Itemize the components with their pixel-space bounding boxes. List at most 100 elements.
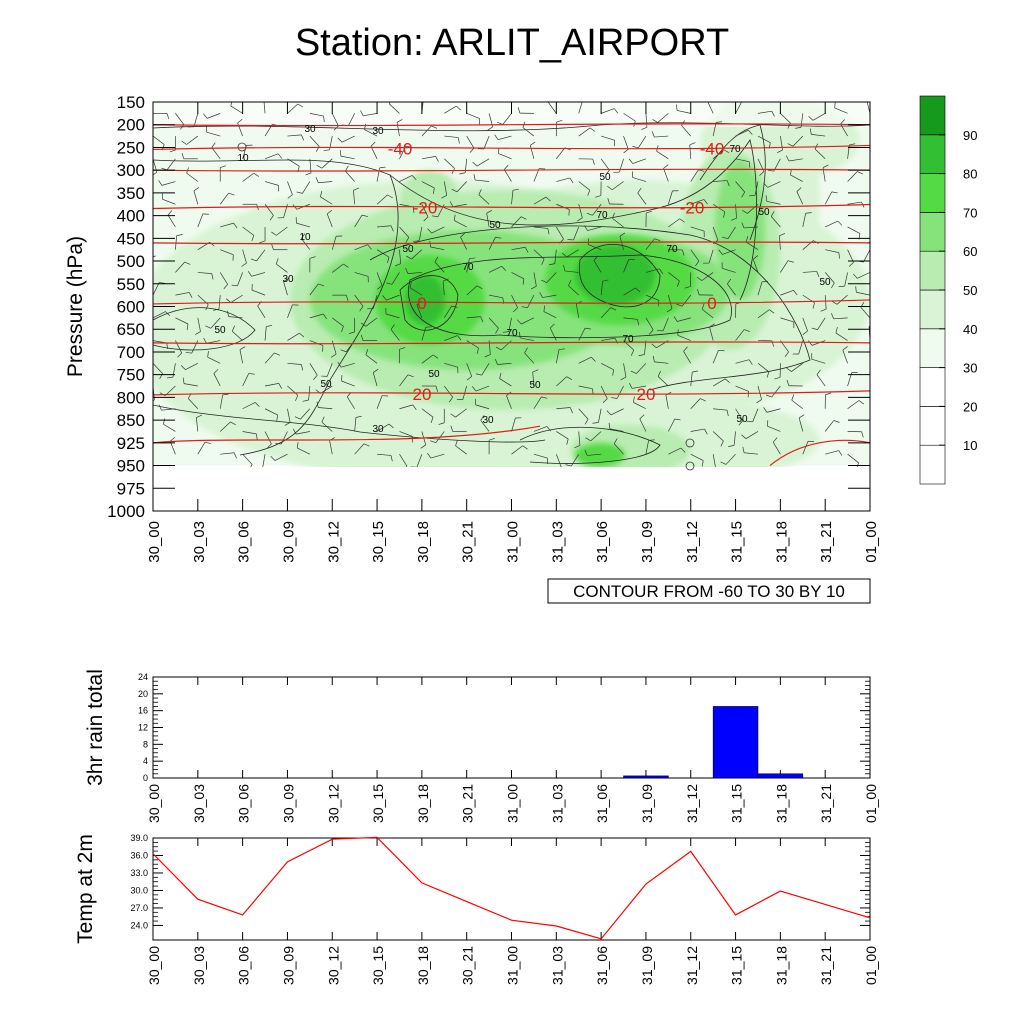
wind-barb [287,103,299,114]
wind-barb [355,415,362,418]
wind-barb [592,422,599,424]
wind-barb [430,246,445,251]
wind-barb [158,404,162,411]
wind-barb [713,180,728,182]
wind-barb [386,282,393,285]
wind-barb [754,181,759,196]
wind-barb [561,466,562,467]
wind-barb [332,317,344,327]
wind-barb [341,326,344,333]
wind-barb [578,204,583,218]
humidity-contour-label: 30 [372,126,384,137]
wind-barb [341,380,355,387]
cross-section-panel: -40 -40 -20 -20 0 0 20 20 30 30 10 50 70 50 70 70 10 30 50… [64,93,880,604]
wind-barb [745,431,759,439]
wind-barb [791,363,803,372]
wind-barb [242,373,250,387]
wind-barb [586,212,593,216]
wind-barb [635,287,641,293]
wind-barb [578,385,593,390]
wind-barb [847,400,860,410]
wind-barb [601,337,615,341]
wind-barb [421,156,436,160]
wind-barb [847,453,859,464]
wind-barb [645,268,660,273]
wind-barb [434,261,445,273]
wind-barb [836,294,848,305]
wind-barb [188,292,193,298]
wind-barb [816,271,820,278]
wind-barb [427,452,432,459]
wind-barb [321,421,333,432]
wind-barb [748,359,753,365]
wind-barb [584,418,589,425]
wind-barb [242,431,257,435]
wind-barb [318,181,333,184]
wind-barb [333,125,339,131]
humidity-contour-label: 50 [529,380,541,391]
y-tick-label: 250 [117,138,145,157]
colorbar-swatch [919,250,946,291]
wind-barb [696,276,703,281]
wind-barb [532,369,539,373]
wind-barb [522,445,528,450]
wind-barb [294,416,301,420]
wind-barb [206,131,221,137]
wind-barb [513,307,518,313]
wind-barb [456,181,467,193]
wind-barb [181,152,185,159]
wind-barb [210,317,221,329]
wind-barb [231,330,243,341]
wind-barb [395,263,401,267]
y-tick-label: 350 [117,184,145,203]
wind-barb [345,340,355,352]
wind-barb [345,295,349,301]
y-tick-label: 975 [117,479,145,498]
wind-barb [340,155,355,160]
wind-barb [257,468,263,469]
wind-barb [741,191,746,198]
wind-barb [169,149,176,153]
wind-barb [475,385,490,392]
y-axis-label: Temp at 2m [74,834,97,944]
wind-barb [409,281,412,288]
wind-barb [354,244,368,251]
wind-barb [869,135,870,137]
wind-barb [494,134,499,140]
wind-barb [793,290,798,296]
wind-barb [587,453,602,456]
wind-barb [651,131,655,138]
wind-barb [456,105,462,111]
wind-barb [343,263,349,268]
wind-barb [802,271,817,273]
wind-barb [237,272,243,286]
x-tick-label: 30_21 [460,946,476,985]
wind-barb [601,108,615,114]
wind-barb [668,272,680,282]
wind-barb [838,252,840,259]
temperature-contour-line [152,168,871,172]
wind-barb [431,215,438,218]
wind-barb [700,398,706,402]
wind-barb [852,273,858,279]
wind-barb [466,316,481,319]
wind-barb [707,102,714,114]
y-tick-label: 750 [117,366,145,385]
y-tick-label: 400 [117,207,145,226]
wind-barb [533,249,545,260]
calm-wind-marker [685,461,695,471]
wind-barb [791,399,803,410]
wind-barb [504,164,509,170]
humidity-contour-label: 50 [758,207,770,218]
wind-barb [287,194,293,199]
wind-barb [230,105,243,114]
wind-barb [242,402,256,410]
wind-barb [233,222,238,229]
wind-barb [469,257,476,260]
wind-barb [205,325,211,329]
y-tick-label: 300 [117,161,145,180]
wind-barb [543,311,557,319]
wind-barb [502,331,509,333]
wind-barb [695,260,700,267]
wind-barb [728,445,735,447]
